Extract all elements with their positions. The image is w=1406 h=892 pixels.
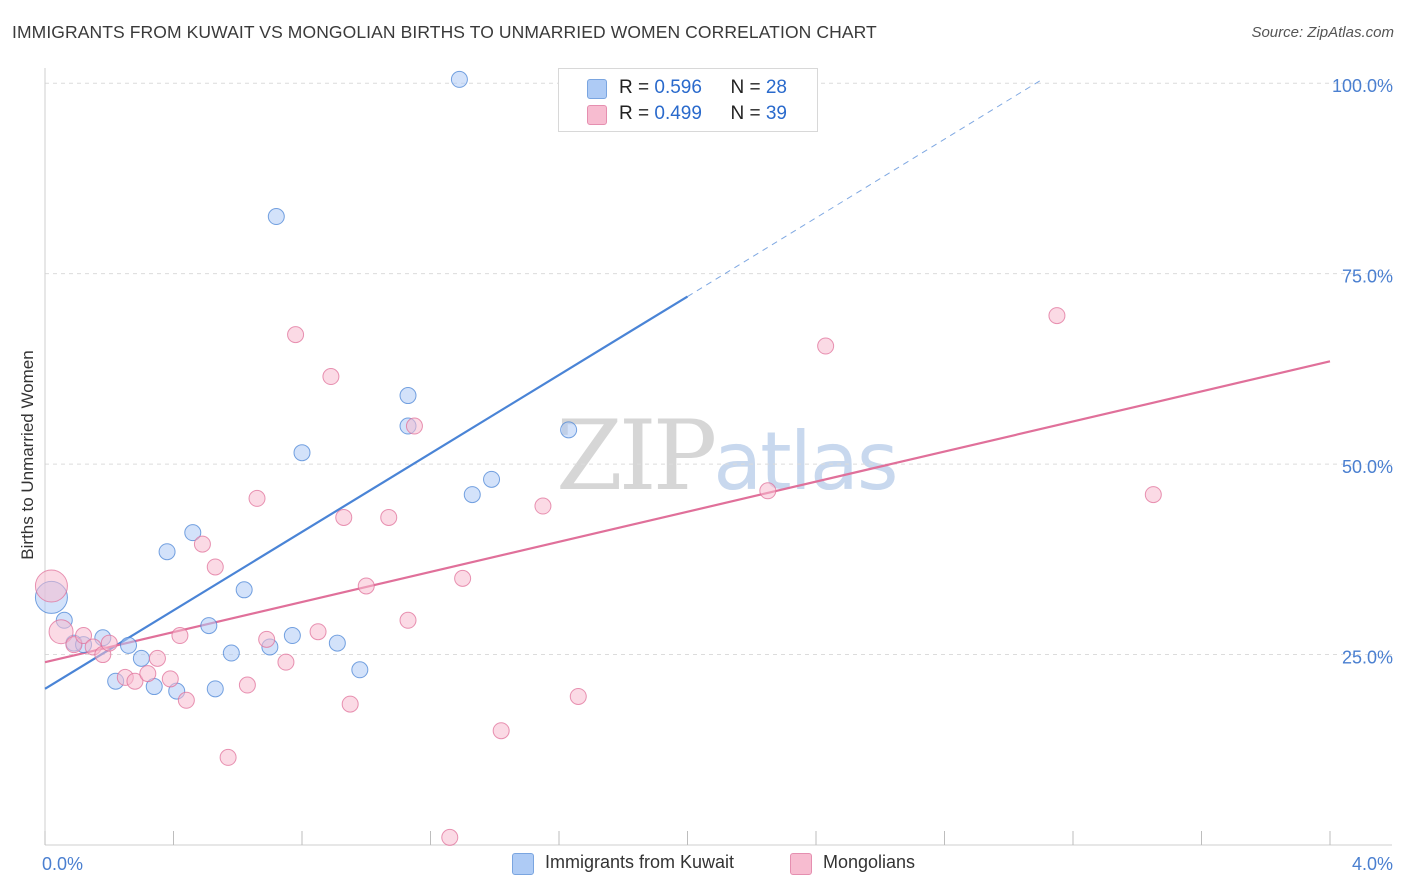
point-mongolians <box>322 368 340 386</box>
point-mongolians <box>492 722 510 740</box>
point-kuwait <box>235 581 253 599</box>
point-kuwait <box>158 543 176 561</box>
point-mongolians <box>759 482 777 500</box>
point-mongolians <box>34 569 68 603</box>
point-mongolians <box>48 619 74 645</box>
point-kuwait <box>328 634 346 652</box>
point-mongolians <box>405 417 423 435</box>
y-tick-label: 75.0% <box>1342 267 1393 287</box>
point-mongolians <box>100 634 118 652</box>
watermark-atlas: atlas <box>713 415 898 508</box>
point-kuwait <box>206 680 224 698</box>
point-mongolians <box>287 326 305 344</box>
legend-r-label: R = <box>619 77 655 98</box>
y-tick-label: 50.0% <box>1342 457 1393 477</box>
point-kuwait <box>463 486 481 504</box>
legend-n-value: 28 <box>765 77 787 98</box>
legend-n-label: N = <box>730 103 766 124</box>
point-mongolians <box>817 337 835 355</box>
legend-r-value: 0.499 <box>654 103 702 124</box>
legend-swatch-mongolians <box>587 105 607 125</box>
point-mongolians <box>1048 307 1066 325</box>
point-kuwait <box>200 617 218 635</box>
data-points <box>34 70 1162 846</box>
watermark-zip: ZIP <box>556 400 717 512</box>
point-kuwait <box>222 644 240 662</box>
legend-swatch-kuwait <box>587 79 607 99</box>
point-kuwait <box>351 661 369 679</box>
point-mongolians <box>219 748 237 766</box>
point-kuwait <box>560 421 578 439</box>
point-mongolians <box>75 627 93 645</box>
point-kuwait <box>132 649 150 667</box>
bottom-legend-label-mongolians: Mongolians <box>823 852 916 872</box>
trend-line-extension <box>687 79 1042 297</box>
legend-label-kuwait: R = 0.596 N = 28 <box>619 77 787 99</box>
legend-r-value: 0.596 <box>654 77 702 98</box>
point-mongolians <box>148 649 166 667</box>
x-tick-label: 0.0% <box>42 854 83 874</box>
point-mongolians <box>1144 486 1162 504</box>
point-mongolians <box>569 687 587 705</box>
point-mongolians <box>335 508 353 526</box>
point-kuwait <box>267 208 285 226</box>
point-kuwait <box>483 470 501 488</box>
grid <box>45 82 1392 656</box>
point-mongolians <box>399 611 417 629</box>
point-mongolians <box>441 828 459 846</box>
point-mongolians <box>454 569 472 587</box>
point-kuwait <box>283 627 301 645</box>
legend-box: R = 0.596 N = 28 R = 0.499 N = 39 <box>558 68 818 132</box>
source-label: Source: ZipAtlas.com <box>1251 24 1394 41</box>
point-mongolians <box>341 695 359 713</box>
trend-lines <box>44 79 1331 690</box>
point-kuwait <box>399 387 417 405</box>
point-mongolians <box>357 577 375 595</box>
point-kuwait <box>450 70 468 88</box>
point-mongolians <box>309 623 327 641</box>
legend-r-label: R = <box>619 103 655 124</box>
point-mongolians <box>177 691 195 709</box>
bottom-legend-label-kuwait: Immigrants from Kuwait <box>545 852 735 872</box>
point-mongolians <box>193 535 211 553</box>
legend-n-label: N = <box>730 77 766 98</box>
watermark: ZIPatlas <box>556 400 899 512</box>
point-mongolians <box>238 676 256 694</box>
bottom-legend-swatch-kuwait <box>512 853 534 875</box>
chart-title: IMMIGRANTS FROM KUWAIT VS MONGOLIAN BIRT… <box>12 22 877 42</box>
point-mongolians <box>534 497 552 515</box>
point-mongolians <box>161 670 179 688</box>
point-mongolians <box>206 558 224 576</box>
point-mongolians <box>258 630 276 648</box>
tick-labels: 25.0% 50.0% 75.0% 100.0% 0.0% 4.0% <box>42 76 1393 874</box>
legend-n-value: 39 <box>765 103 787 124</box>
point-mongolians <box>277 653 295 671</box>
x-tick-label: 4.0% <box>1352 854 1393 874</box>
point-mongolians <box>248 489 266 507</box>
point-kuwait <box>293 444 311 462</box>
axes <box>44 68 1392 846</box>
trend-line-mongolians <box>44 360 1331 664</box>
bottom-legend-swatch-mongolians <box>790 853 812 875</box>
point-kuwait <box>120 636 138 654</box>
legend-label-mongolians: R = 0.499 N = 39 <box>619 103 787 125</box>
point-mongolians <box>171 627 189 645</box>
point-mongolians <box>139 665 157 683</box>
y-tick-label: 25.0% <box>1342 648 1393 668</box>
y-tick-label: 100.0% <box>1332 76 1393 96</box>
point-kuwait <box>184 524 202 542</box>
point-mongolians <box>380 508 398 526</box>
trend-line-kuwait <box>44 295 689 690</box>
point-mongolians <box>126 672 144 690</box>
